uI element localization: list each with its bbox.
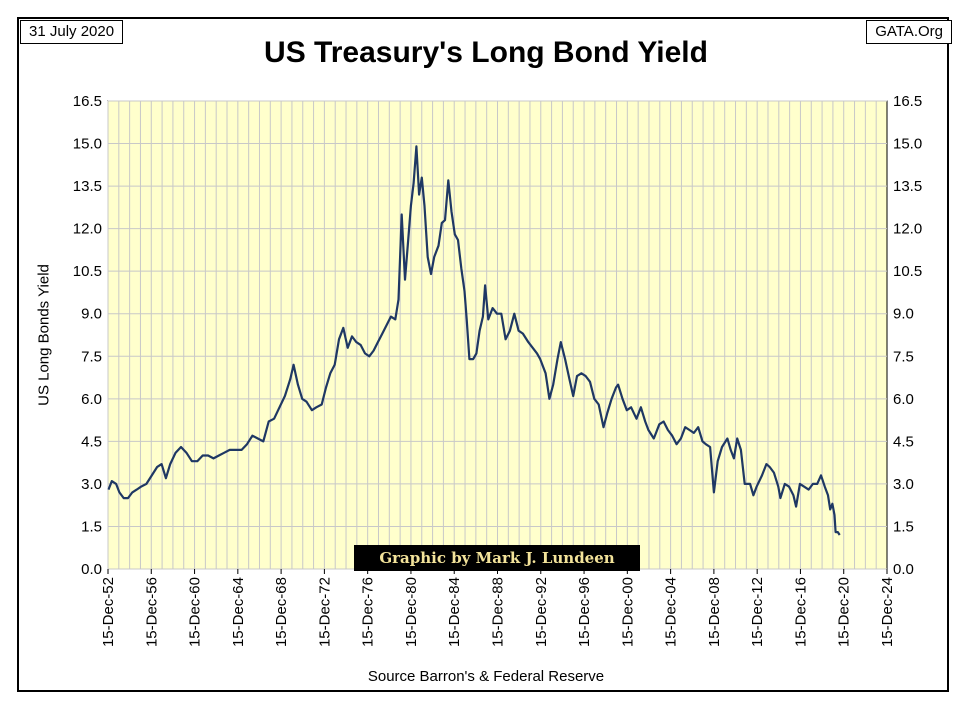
y-tick-label-right: 13.5 [893, 178, 922, 195]
y-tick-label-right: 12.0 [893, 221, 922, 238]
x-tick-label: 15-Dec-72 [316, 577, 333, 647]
chart-title: US Treasury's Long Bond Yield [264, 36, 708, 69]
y-tick-label-left: 4.5 [81, 433, 102, 450]
axis-tick-labels: 0.0 0.0 1.5 1.5 3.0 3.0 4.5 4.5 6.0 6.0 7.5 7.5 9.0 9… [73, 93, 922, 647]
credit-badge: Graphic by Mark J. Lundeen [354, 545, 640, 571]
y-tick-label-right: 0.0 [893, 561, 914, 578]
y-tick-label-left: 1.5 [81, 518, 102, 535]
x-tick-label: 15-Dec-84 [446, 577, 463, 647]
y-tick-label-left: 6.0 [81, 391, 102, 408]
y-tick-label-right: 9.0 [893, 306, 914, 323]
x-tick-label: 15-Dec-20 [836, 577, 853, 647]
y-tick-label-right: 7.5 [893, 348, 914, 365]
x-tick-label: 15-Dec-68 [273, 577, 290, 647]
y-tick-label-right: 16.5 [893, 93, 922, 110]
y-tick-label-left: 16.5 [73, 93, 102, 110]
x-tick-label: 15-Dec-76 [360, 577, 377, 647]
y-tick-label-left: 3.0 [81, 476, 102, 493]
x-tick-label: 15-Dec-00 [619, 577, 636, 647]
x-tick-label: 15-Dec-24 [879, 577, 896, 647]
y-tick-label-right: 10.5 [893, 263, 922, 280]
y-tick-label-left: 0.0 [81, 561, 102, 578]
x-tick-label: 15-Dec-16 [792, 577, 809, 647]
y-tick-label-left: 12.0 [73, 221, 102, 238]
site-label: GATA.Org [866, 20, 952, 44]
y-tick-label-right: 1.5 [893, 518, 914, 535]
y-tick-label-right: 15.0 [893, 136, 922, 153]
y-axis-label: US Long Bonds Yield [35, 264, 53, 406]
y-tick-label-left: 13.5 [73, 178, 102, 195]
x-tick-label: 15-Dec-64 [230, 577, 247, 647]
y-tick-label-left: 7.5 [81, 348, 102, 365]
x-tick-label: 15-Dec-92 [533, 577, 550, 647]
y-tick-label-right: 6.0 [893, 391, 914, 408]
date-label: 31 July 2020 [20, 20, 124, 44]
x-tick-label: 15-Dec-04 [663, 577, 680, 647]
y-tick-label-left: 15.0 [73, 136, 102, 153]
series-line [107, 145, 841, 536]
x-tick-label: 15-Dec-52 [100, 577, 117, 647]
x-tick-label: 15-Dec-56 [143, 577, 160, 647]
x-tick-label: 15-Dec-60 [187, 577, 204, 647]
x-tick-label: 15-Dec-88 [490, 577, 507, 647]
y-tick-label-right: 3.0 [893, 476, 914, 493]
x-tick-label: 15-Dec-80 [403, 577, 420, 647]
y-tick-label-left: 10.5 [73, 263, 102, 280]
y-tick-label-right: 4.5 [893, 433, 914, 450]
x-tick-label: 15-Dec-08 [706, 577, 723, 647]
y-tick-label-left: 9.0 [81, 306, 102, 323]
x-tick-label: 15-Dec-12 [749, 577, 766, 647]
x-tick-label: 15-Dec-96 [576, 577, 593, 647]
source-note: Source Barron's & Federal Reserve [367, 668, 605, 685]
